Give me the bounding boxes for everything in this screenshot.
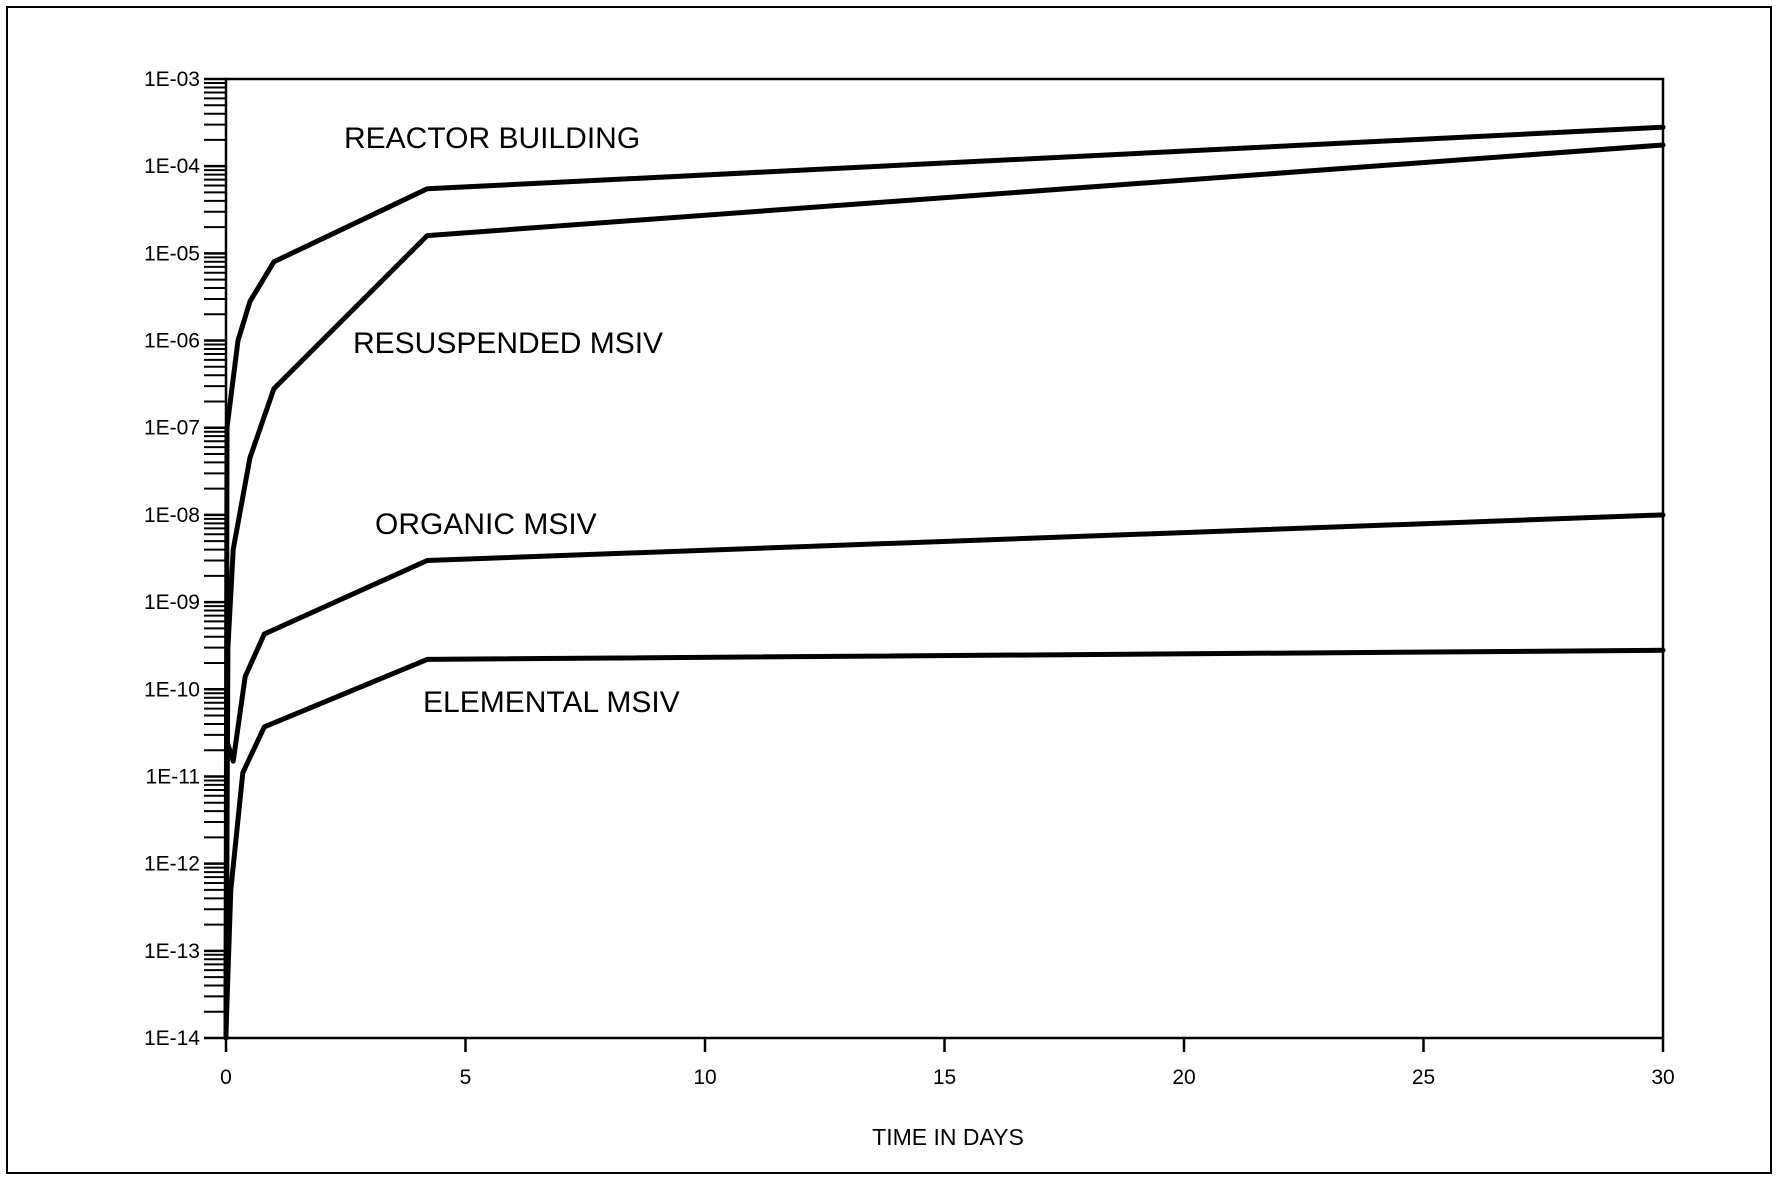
series-label-resuspended-msiv: RESUSPENDED MSIV (353, 327, 663, 360)
x-tick-label: 10 (693, 1066, 716, 1089)
y-tick-label: 1E-07 (144, 417, 200, 440)
series-label-organic-msiv: ORGANIC MSIV (375, 508, 597, 541)
series-line-reactor-building (223, 124, 1666, 1041)
series-line-elemental-msiv (223, 647, 1666, 1034)
y-tick-label: 1E-12 (144, 853, 200, 876)
y-tick-label: 1E-13 (144, 940, 200, 963)
y-tick-label: 1E-14 (144, 1027, 200, 1050)
x-tick-label: 5 (460, 1066, 472, 1089)
y-tick-label: 1E-06 (144, 330, 200, 353)
y-tick-label: 1E-10 (144, 678, 200, 701)
series-line-resuspended-msiv (223, 142, 1666, 1041)
y-tick-label: 1E-04 (144, 155, 200, 178)
figure-frame (6, 6, 1772, 1174)
series-lines (223, 124, 1666, 1041)
y-tick-label: 1E-03 (144, 68, 200, 91)
x-axis-title: TIME IN DAYS (872, 1124, 1024, 1150)
series-label-elemental-msiv: ELEMENTAL MSIV (423, 686, 680, 719)
x-tick-label: 25 (1412, 1066, 1435, 1089)
y-minor-ticks (204, 81, 226, 1013)
y-tick-label: 1E-11 (146, 765, 200, 788)
x-tick-label: 15 (933, 1066, 956, 1089)
x-tick-label: 20 (1172, 1066, 1195, 1089)
series-line-organic-msiv (223, 512, 1666, 1041)
x-ticks: 0 5 10 15 20 25 30 (220, 1038, 1675, 1089)
y-tick-label: 1E-08 (144, 504, 200, 527)
series-label-reactor-building: REACTOR BUILDING (344, 122, 640, 155)
x-tick-label: 30 (1651, 1066, 1674, 1089)
y-major-ticks: 1E-03 1E-04 1E-05 1E-06 1E-07 1E-08 1E-09 1E-10… (144, 68, 226, 1050)
y-tick-label: 1E-05 (144, 242, 200, 265)
y-tick-label: 1E-09 (144, 591, 200, 614)
x-tick-label: 0 (220, 1066, 232, 1089)
